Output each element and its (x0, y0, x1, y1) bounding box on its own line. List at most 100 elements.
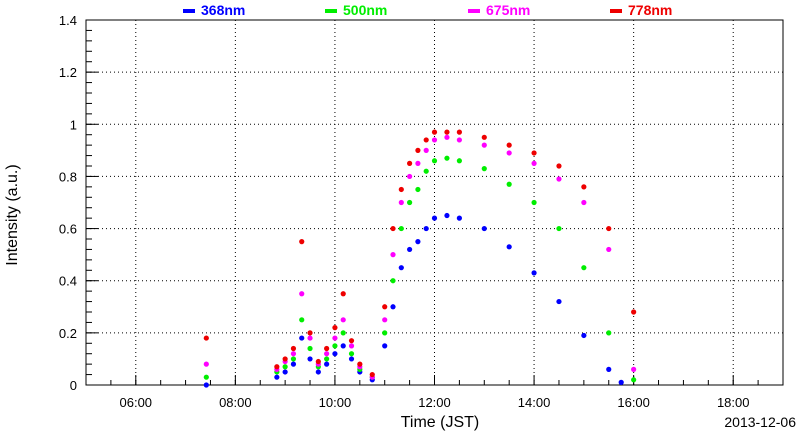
data-point (606, 246, 612, 253)
x-tick-label: 06:00 (120, 395, 153, 410)
data-point (415, 147, 421, 153)
y-tick-label: 0.4 (59, 274, 77, 289)
data-point (556, 225, 562, 232)
y-axis-title: Intensity (a.u.) (4, 164, 21, 265)
data-point (282, 364, 288, 370)
x-axis-title: Time (JST) (401, 414, 480, 431)
data-point (348, 343, 355, 349)
legend-swatch (325, 9, 337, 13)
data-point (290, 351, 297, 357)
data-point (606, 225, 612, 232)
data-point (531, 270, 537, 276)
data-point (315, 369, 321, 375)
x-tick-label: 14:00 (518, 395, 551, 410)
data-point (307, 335, 313, 341)
y-tick-label: 0.8 (59, 169, 77, 184)
data-point (506, 244, 512, 250)
data-point (506, 142, 512, 148)
data-point (456, 158, 462, 164)
data-point (299, 291, 305, 297)
data-point (581, 199, 587, 206)
data-point (423, 225, 429, 232)
legend-label: 500nm (343, 2, 387, 18)
data-point (423, 168, 429, 174)
data-point (431, 215, 438, 221)
data-point (290, 345, 297, 352)
data-point (357, 361, 363, 367)
data-point (431, 129, 438, 135)
data-point (581, 184, 587, 190)
x-tick-label: 10:00 (319, 395, 352, 410)
plot-frame (85, 19, 784, 386)
data-point (407, 199, 413, 206)
legend-swatch (183, 9, 195, 13)
legend: 368nm 500nm 675nm 778nm (183, 2, 672, 18)
y-tick-label: 0.2 (59, 326, 77, 341)
data-point (423, 137, 429, 143)
data-point (290, 356, 297, 362)
data-point (415, 160, 421, 166)
data-point (299, 317, 305, 323)
x-tick-label: 18:00 (717, 395, 750, 410)
data-point (340, 291, 346, 297)
data-point (382, 304, 388, 310)
legend-swatch (468, 9, 480, 13)
data-point (606, 366, 612, 372)
data-point (340, 330, 346, 336)
data-point (282, 369, 288, 375)
data-point (631, 377, 637, 383)
y-tick-label: 1.2 (59, 65, 77, 80)
data-point (456, 137, 462, 143)
data-point (407, 173, 413, 180)
data-point (203, 374, 209, 380)
data-point (398, 199, 404, 206)
data-point (324, 345, 330, 352)
data-point (556, 298, 562, 305)
x-tick-label: 08:00 (219, 395, 252, 410)
data-point (456, 215, 462, 221)
data-point (415, 239, 421, 245)
y-tick-label: 1.4 (59, 13, 77, 28)
data-point (324, 361, 330, 367)
data-point (481, 134, 487, 140)
data-points (203, 129, 637, 388)
data-point (444, 212, 450, 219)
x-tick-label: 12:00 (418, 395, 451, 410)
data-point (456, 129, 462, 135)
data-point (444, 155, 450, 161)
data-point (415, 186, 421, 193)
data-point (531, 160, 537, 166)
data-point (315, 358, 321, 365)
data-point (348, 351, 355, 357)
data-point (407, 246, 413, 253)
data-point (369, 371, 375, 378)
data-point (390, 225, 396, 232)
axis-ticks: 06:00 08:00 10:00 12:00 14:00 16:00 18:00 0 0.2 0… (59, 13, 784, 410)
legend-label: 368nm (201, 2, 245, 18)
y-tick-label: 0 (70, 378, 77, 393)
data-point (307, 345, 313, 352)
data-point (274, 374, 280, 380)
data-point (307, 330, 313, 336)
y-tick-label: 0.6 (59, 222, 77, 237)
data-point (382, 343, 388, 349)
data-point (506, 181, 512, 187)
legend-label: 675nm (486, 2, 530, 18)
data-point (382, 317, 388, 323)
data-point (203, 335, 209, 341)
data-point (307, 356, 313, 362)
data-point (340, 317, 346, 323)
data-point (581, 265, 587, 271)
data-point (556, 176, 562, 182)
data-point (290, 361, 297, 367)
data-point (390, 278, 396, 284)
grid-lines (86, 20, 783, 385)
data-point (506, 150, 512, 156)
data-point (531, 199, 537, 206)
data-point (531, 150, 537, 156)
data-point (332, 335, 338, 341)
data-point (324, 356, 330, 362)
date-label: 2013-12-06 (724, 414, 796, 430)
data-point (444, 129, 450, 135)
